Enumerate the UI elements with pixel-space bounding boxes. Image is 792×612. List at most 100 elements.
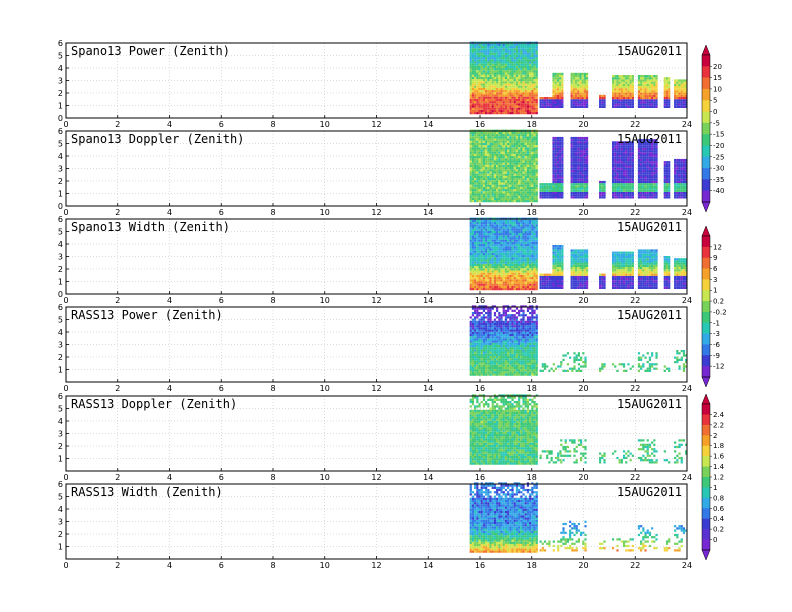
heatmap-cell: [491, 48, 494, 51]
heatmap-cell: [655, 172, 658, 175]
heatmap-cell: [581, 103, 584, 106]
heatmap-cell: [574, 185, 578, 188]
heatmap-cell: [529, 219, 532, 223]
heatmap-cell: [493, 61, 497, 64]
heatmap-cell: [476, 156, 479, 159]
heatmap-cell: [513, 164, 516, 168]
heatmap-cell: [498, 153, 501, 157]
heatmap-cell: [511, 134, 514, 137]
heatmap-cell: [504, 191, 508, 194]
heatmap-cell: [620, 86, 623, 89]
heatmap-cell: [561, 194, 564, 197]
heatmap-cell: [496, 246, 499, 249]
heatmap-cell: [574, 154, 578, 157]
heatmap-cell: [543, 105, 547, 108]
heatmap-cell: [616, 169, 619, 173]
heatmap-cell: [469, 65, 472, 69]
heatmap-cell: [515, 158, 519, 161]
heatmap-cell: [599, 191, 602, 195]
y-tick-label: 4: [58, 64, 63, 73]
heatmap-cell: [579, 99, 582, 102]
heatmap-cell: [550, 187, 553, 190]
heatmap-cell: [533, 257, 536, 260]
heatmap-cell: [478, 191, 481, 194]
heatmap-cell: [511, 138, 514, 141]
heatmap-cell: [509, 288, 512, 291]
heatmap-cell: [469, 191, 472, 194]
heatmap-cell: [665, 187, 669, 190]
heatmap-cell: [482, 138, 486, 141]
heatmap-cell: [491, 138, 494, 141]
heatmap-cell: [476, 72, 479, 75]
heatmap-cell: [535, 160, 538, 163]
heatmap-cell: [631, 183, 634, 186]
heatmap-cell: [644, 101, 647, 104]
heatmap-cell: [487, 222, 490, 225]
heatmap-cell: [644, 161, 647, 164]
heatmap-cell: [482, 147, 486, 150]
heatmap-cell: [480, 279, 483, 282]
heatmap-cell: [629, 147, 632, 151]
heatmap-cell: [498, 241, 501, 245]
heatmap-cell: [502, 59, 505, 62]
heatmap-cell: [533, 85, 536, 88]
heatmap-cell: [476, 85, 479, 88]
heatmap-cell: [646, 180, 649, 184]
heatmap-cell: [629, 156, 632, 159]
heatmap-cell: [648, 183, 652, 186]
heatmap-cell: [529, 248, 532, 251]
heatmap-cell: [474, 239, 477, 242]
heatmap-cell: [474, 257, 477, 260]
heatmap-cell: [646, 178, 649, 181]
heatmap-cell: [665, 99, 669, 102]
heatmap-cell: [489, 68, 492, 71]
heatmap-cell: [474, 158, 477, 161]
heatmap-cell: [487, 235, 490, 238]
heatmap-cell: [507, 87, 510, 91]
heatmap-cell: [526, 72, 530, 75]
heatmap-cell: [574, 165, 578, 168]
heatmap-cell: [637, 79, 641, 82]
heatmap-cell: [524, 156, 527, 159]
heatmap-cell: [531, 61, 534, 64]
heatmap-cell: [614, 178, 617, 181]
heatmap-cell: [648, 154, 652, 157]
heatmap-cell: [579, 136, 582, 140]
heatmap-cell: [529, 189, 532, 192]
heatmap-cell: [531, 101, 534, 104]
heatmap-cell: [676, 167, 679, 170]
heatmap-cell: [509, 239, 512, 242]
heatmap-cell: [651, 152, 654, 155]
heatmap-cell: [570, 183, 573, 186]
heatmap-cell: [480, 105, 483, 108]
heatmap-cell: [552, 139, 555, 142]
heatmap-cell: [526, 274, 530, 278]
heatmap-cell: [493, 233, 497, 236]
heatmap-cell: [648, 147, 652, 151]
heatmap-cell: [498, 239, 501, 242]
heatmap-cell: [482, 228, 486, 231]
y-tick-label: 6: [58, 39, 63, 48]
x-tick-label: 24: [682, 208, 692, 217]
heatmap-cell: [625, 97, 628, 100]
heatmap-cell: [515, 65, 519, 69]
heatmap-cell: [583, 187, 586, 190]
heatmap-cell: [550, 101, 553, 104]
heatmap-cell: [625, 156, 628, 159]
heatmap-cell: [685, 174, 688, 177]
heatmap-cell: [482, 101, 486, 104]
heatmap-cell: [618, 99, 621, 102]
heatmap-cell: [614, 147, 617, 151]
heatmap-cell: [552, 79, 555, 82]
heatmap-cell: [507, 131, 510, 135]
heatmap-cell: [491, 270, 494, 273]
heatmap-cell: [631, 169, 634, 173]
heatmap-cell: [511, 277, 514, 280]
heatmap-cell: [637, 145, 641, 148]
heatmap-cell: [583, 178, 586, 181]
heatmap-cell: [518, 175, 521, 179]
heatmap-cell: [663, 180, 666, 184]
heatmap-cell: [559, 141, 562, 144]
heatmap-cell: [531, 233, 534, 236]
heatmap-cell: [614, 150, 617, 153]
